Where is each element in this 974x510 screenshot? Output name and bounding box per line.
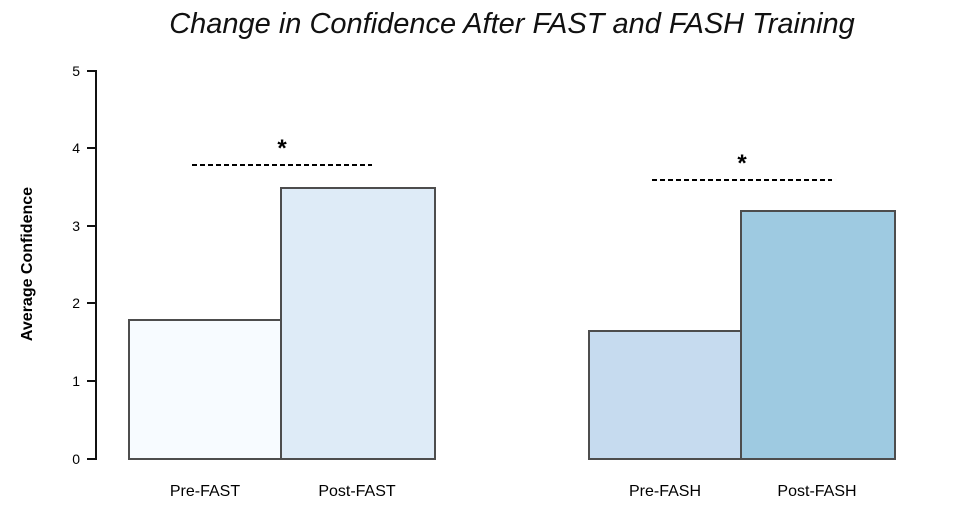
significance-star-fast: * [277,134,287,162]
significance-star-fash: * [737,150,747,178]
bar-label-pre-fast: Pre-FAST [169,483,241,500]
significance-line-fast [192,163,372,166]
bar-pre-fash [588,330,742,460]
bar-pre-fast [128,318,282,460]
y-tick [87,224,96,227]
y-tick-label: 2 [72,295,80,312]
bar-post-fast [280,186,436,460]
y-tick [87,379,96,382]
y-tick-label: 5 [72,62,80,79]
y-tick-label: 3 [72,217,80,234]
significance-line-fash [652,179,832,182]
y-tick-label: 4 [72,140,80,157]
bar-label-post-fast: Post-FAST [318,483,396,500]
bar-label-post-fash: Post-FASH [777,483,857,500]
chart-title: Change in Confidence After FAST and FASH… [169,8,855,40]
y-tick [87,457,96,460]
y-tick [87,69,96,72]
bar-label-pre-fash: Pre-FASH [628,483,701,500]
y-axis-label: Average Confidence [19,186,36,342]
bar-post-fash [740,210,896,460]
y-axis-line [95,70,97,460]
y-tick-label: 0 [72,450,80,467]
y-tick-label: 1 [72,372,80,389]
y-tick [87,302,96,305]
y-tick [87,147,96,150]
